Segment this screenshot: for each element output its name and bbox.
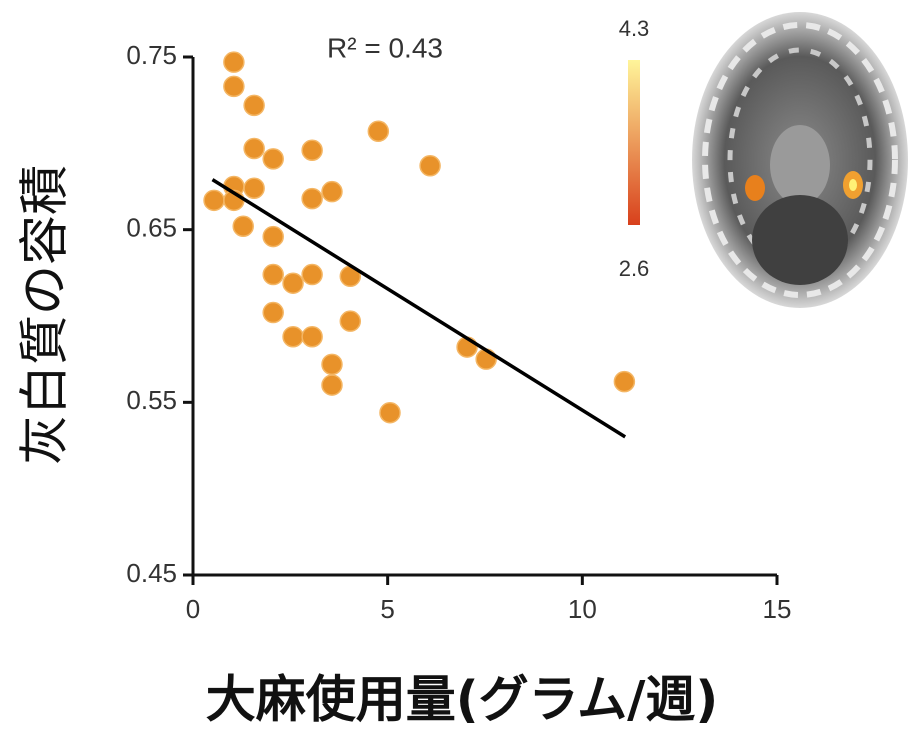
point [263,265,283,285]
point [614,372,634,392]
brain-image [692,12,908,308]
point [224,76,244,96]
point [263,149,283,169]
point [283,273,303,293]
point [322,375,342,395]
y-tick-label: 0.45 [126,558,177,588]
y-tick-label: 0.65 [126,213,177,243]
point [263,303,283,323]
annotation: R² = 0.43 [327,32,443,63]
y-axis-label: 灰白質の容積 [16,165,74,465]
colorbar-label: 4.3 [619,16,650,41]
point [302,140,322,160]
point [340,311,360,331]
point [322,182,342,202]
point [244,95,264,115]
point [420,156,440,176]
point [380,403,400,423]
point [302,327,322,347]
x-tick-label: 5 [380,594,394,624]
point [244,178,264,198]
x-axis-label: 大麻使用量(グラム/週) [206,671,718,729]
x-tick-label: 15 [763,594,792,624]
point [224,52,244,72]
point [204,190,224,210]
colorbar [628,60,640,225]
y-tick-label: 0.75 [126,40,177,70]
point [302,189,322,209]
point [233,216,253,236]
chart: R² = 0.43 大麻使用量(グラム/週) 灰白質の容積 0.45 0.55 0.… [0,0,914,729]
point [322,354,342,374]
point [283,327,303,347]
x-tick-label: 10 [568,594,597,624]
point [302,265,322,285]
point [368,121,388,141]
point [263,227,283,247]
colorbar-label: 2.6 [619,256,650,281]
y-tick-label: 0.55 [126,385,177,415]
point [244,139,264,159]
x-tick-label: 0 [186,594,200,624]
